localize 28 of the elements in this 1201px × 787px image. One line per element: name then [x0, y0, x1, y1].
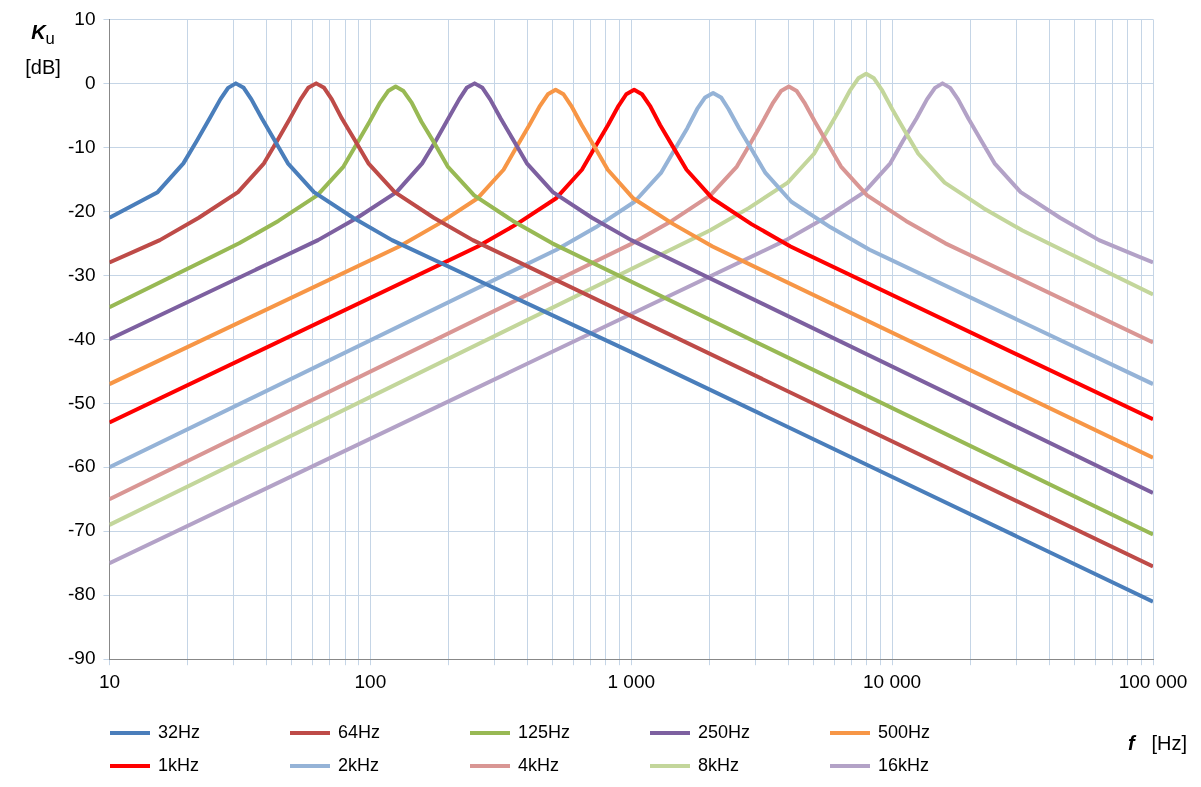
legend-label: 500Hz: [878, 722, 931, 743]
y-axis-title: K$_{u}$ [dB]: [25, 21, 61, 78]
legend-label: 8kHz: [698, 755, 740, 776]
legend-label: 4kHz: [518, 755, 560, 776]
legend-label: 64Hz: [338, 722, 381, 743]
x-tick-label: 100: [354, 670, 387, 692]
y-tick-label: -50: [67, 391, 96, 413]
x-axis-title: f [Hz]: [1128, 732, 1187, 755]
legend-label: 1kHz: [158, 755, 200, 776]
y-tick-label: 0: [84, 71, 96, 93]
legend-label: 32Hz: [158, 722, 201, 743]
legend-label: 16kHz: [878, 755, 930, 776]
y-tick-label: -10: [67, 135, 96, 157]
y-tick-label: -90: [67, 647, 96, 669]
y-tick-label: -60: [67, 455, 96, 477]
y-tick-label: -70: [67, 519, 96, 541]
x-tick-label: 100 000: [1118, 670, 1188, 692]
x-tick-label: 1 000: [607, 670, 655, 692]
x-tick-label: 10: [98, 670, 121, 692]
y-tick-label: -30: [67, 263, 96, 285]
legend-label: 250Hz: [698, 722, 751, 743]
legend-label: 2kHz: [338, 755, 380, 776]
y-tick-label: -80: [67, 583, 96, 605]
x-tick-label: 10 000: [863, 670, 922, 692]
legend-label: 125Hz: [518, 722, 571, 743]
y-tick-label: -20: [67, 199, 96, 221]
y-tick-label: -40: [67, 327, 96, 349]
y-tick-label: 10: [74, 7, 96, 29]
